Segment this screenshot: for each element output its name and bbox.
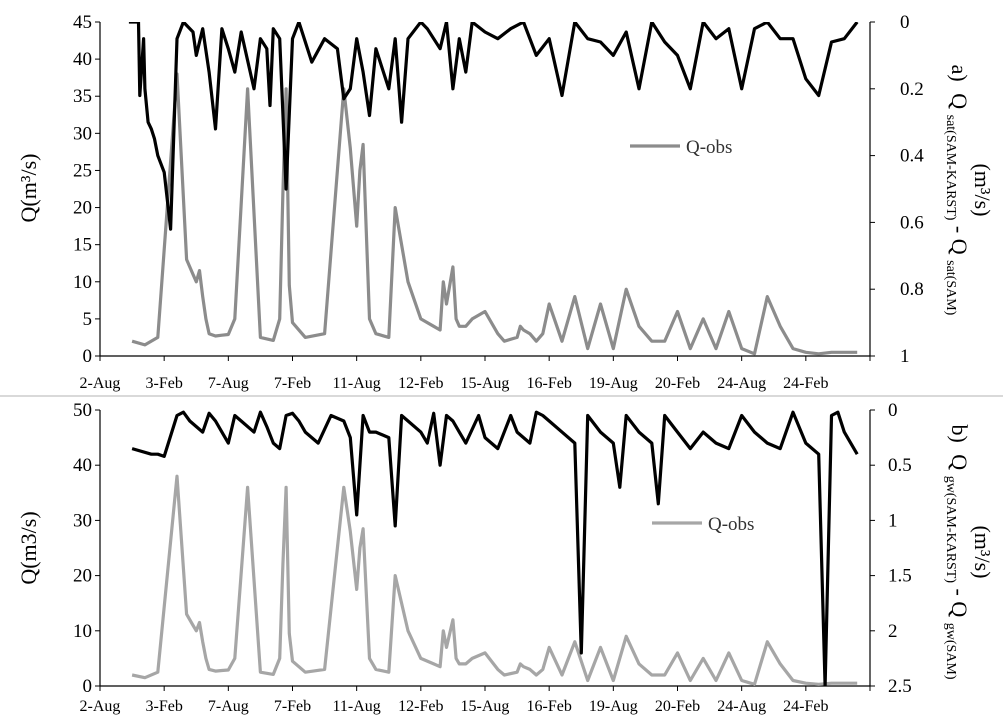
- panel-b-xtick-label: 7-Aug: [208, 698, 249, 715]
- panel-a-xtick-label: 2-Aug: [80, 375, 121, 392]
- panel-b-xtick-label: 16-Feb: [527, 698, 572, 715]
- panel-a-qobs-line: [131, 72, 858, 356]
- panel-b-ytick-label: 50: [73, 400, 92, 421]
- panel-b-y2label-main: Q: [947, 454, 972, 470]
- panel-a-xtick-label: 11-Aug: [333, 375, 381, 392]
- panel-a-xtick-label: 16-Feb: [527, 375, 572, 392]
- panel-a-ytick-label: 5: [83, 309, 93, 330]
- panel-b-ytick-label: 40: [73, 455, 92, 476]
- panel-b-y2tick-label: 2.5: [888, 676, 912, 697]
- panel-a-ytick-label: 15: [73, 235, 92, 256]
- panel-a-ytick-label: 25: [73, 160, 92, 181]
- panel-a: Q(m³/s) a) Q sat(SAM-KARST) - Q sat(SAM)…: [16, 12, 995, 392]
- panel-a-ytick-label: 30: [73, 123, 92, 144]
- panel-a-ytick-label: 10: [73, 272, 92, 293]
- panel-b-ytick-label: 10: [73, 621, 92, 642]
- panel-b: Q(m3/s) b) Q gw(SAM-KARST) - Q gw(SAM) (…: [16, 400, 995, 715]
- panel-b-xtick-label: 11-Aug: [333, 698, 381, 715]
- panel-b-y2label-sub1: gw(SAM-KARST): [943, 476, 958, 584]
- panel-b-xtick-label: 24-Aug: [717, 698, 766, 715]
- panel-a-legend-label: Q-obs: [686, 137, 732, 158]
- panel-a-y2label-sub2: sat(SAM): [943, 260, 958, 316]
- panel-a-xtick-label: 7-Feb: [274, 375, 311, 392]
- panel-a-tag: a): [947, 65, 972, 82]
- panel-b-xtick-label: 7-Feb: [274, 698, 311, 715]
- panel-a-ytick-label: 35: [73, 86, 92, 107]
- panel-b-y2label: b) Q gw(SAM-KARST) - Q gw(SAM): [942, 424, 972, 679]
- panel-a-y2tick-label: 1: [900, 346, 910, 367]
- panel-a-ytick-label: 0: [83, 346, 93, 367]
- panel-b-y2tick-label: 0.5: [888, 455, 912, 476]
- panel-b-xtick-label: 15-Aug: [461, 698, 510, 715]
- panel-b-ytick-label: 30: [73, 510, 92, 531]
- panel-b-y2tick-label: 1.5: [888, 566, 912, 587]
- panel-a-xtick-label: 20-Feb: [655, 375, 700, 392]
- panel-b-ytick-label: 0: [83, 676, 93, 697]
- panel-a-y2tick-label: 0.4: [900, 146, 924, 167]
- panel-b-difference-line: [131, 410, 859, 686]
- panel-a-difference-line: [128, 22, 859, 231]
- panel-a-y2label-mid: - Q: [947, 226, 972, 255]
- panel-b-tag: b): [947, 424, 972, 442]
- panel-a-y2label-sub1: sat(SAM-KARST): [943, 115, 958, 221]
- panel-b-y2tick-label: 2: [888, 621, 898, 642]
- panel-a-y2tick-label: 0.6: [900, 212, 924, 233]
- panel-b-ytick-label: 20: [73, 566, 92, 587]
- panel-b-y2label-unit: (m³/s): [970, 525, 995, 578]
- panel-a-ytick-label: 40: [73, 49, 92, 70]
- panel-a-xtick-label: 3-Feb: [146, 375, 183, 392]
- panel-a-xtick-label: 12-Feb: [398, 375, 443, 392]
- panel-a-y2label-main: Q: [947, 93, 972, 109]
- panel-a-y2tick-label: 0: [900, 12, 910, 33]
- panel-a-y2label: a) Q sat(SAM-KARST) - Q sat(SAM): [942, 65, 972, 316]
- panel-b-xtick-label: 24-Feb: [783, 698, 828, 715]
- panel-a-xtick-label: 15-Aug: [461, 375, 510, 392]
- panel-a-ytick-label: 20: [73, 198, 92, 219]
- panel-b-legend-label: Q-obs: [708, 514, 754, 535]
- panel-b-ylabel: Q(m3/s): [16, 511, 41, 584]
- panel-a-xtick-label: 24-Aug: [717, 375, 766, 392]
- panel-b-y2label-sub2: gw(SAM): [943, 623, 958, 680]
- panel-a-y2label-unit: (m³/s): [970, 163, 995, 216]
- panel-a-y2tick-label: 0.8: [900, 279, 924, 300]
- panel-a-ytick-label: 45: [73, 12, 92, 33]
- panel-b-xtick-label: 20-Feb: [655, 698, 700, 715]
- panel-b-xtick-label: 2-Aug: [80, 698, 121, 715]
- panel-b-y2label-mid: - Q: [947, 589, 972, 618]
- panel-a-y2tick-label: 0.2: [900, 79, 924, 100]
- panel-a-ylabel: Q(m³/s): [16, 154, 41, 223]
- panel-b-xtick-label: 19-Aug: [589, 698, 638, 715]
- panel-b-qobs-line: [131, 474, 858, 686]
- panel-b-y2tick-label: 1: [888, 510, 898, 531]
- panel-a-xtick-label: 24-Feb: [783, 375, 828, 392]
- panel-b-xtick-label: 12-Feb: [398, 698, 443, 715]
- panel-b-xtick-label: 3-Feb: [146, 698, 183, 715]
- panel-a-xtick-label: 7-Aug: [208, 375, 249, 392]
- panel-a-xtick-label: 19-Aug: [589, 375, 638, 392]
- panel-b-y2tick-label: 0: [888, 400, 898, 421]
